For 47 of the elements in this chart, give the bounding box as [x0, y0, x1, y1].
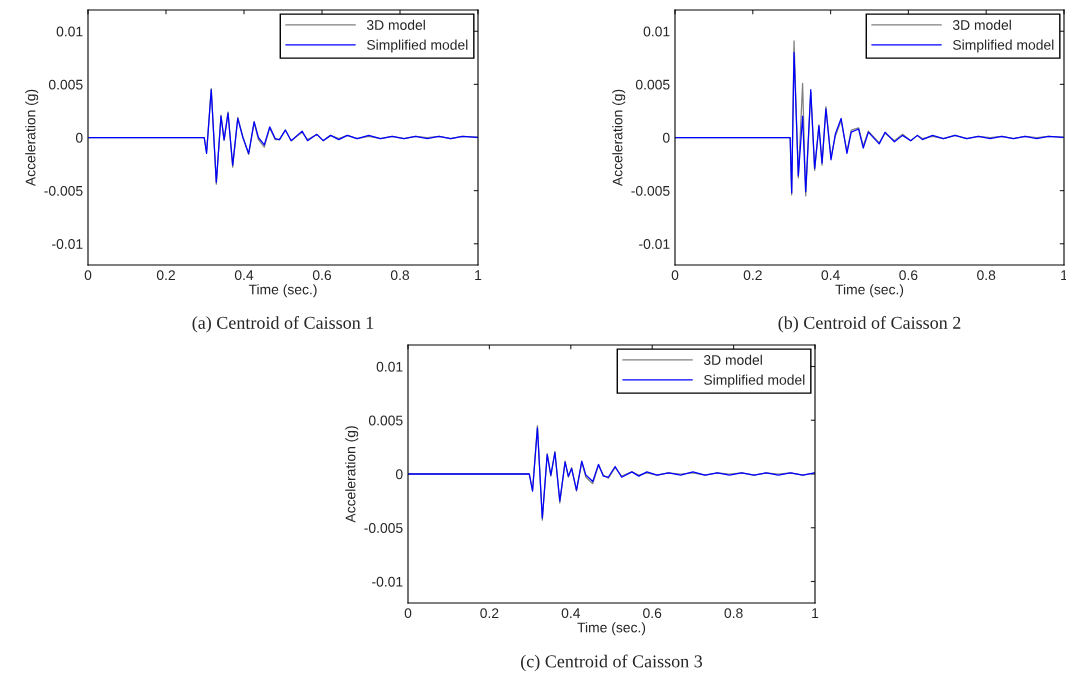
y-tick-label: 0.01 — [376, 361, 403, 372]
y-tick-label: 0.01 — [56, 26, 83, 37]
y-tick-label: -0.005 — [631, 185, 670, 196]
x-tick-label: 0.8 — [724, 608, 743, 619]
x-tick-label: 0 — [404, 608, 412, 619]
legend-label: Simplified model — [704, 374, 805, 388]
legend-label: Simplified model — [953, 39, 1054, 53]
y-tick-label: 0.005 — [635, 79, 670, 90]
x-tick-label: 0.6 — [643, 608, 662, 619]
y-tick-label: -0.005 — [364, 523, 403, 533]
y-tick-label: 0 — [662, 132, 670, 143]
y-axis-title: Acceleration (g) — [612, 89, 626, 187]
y-tick-label: -0.005 — [44, 185, 83, 196]
y-tick-label: 0.005 — [368, 415, 403, 426]
legend-label: Simplified model — [367, 39, 468, 53]
x-tick-label: 0.2 — [480, 608, 499, 619]
x-tick-label: 0.4 — [821, 270, 840, 281]
x-tick-label: 0.6 — [899, 270, 918, 281]
y-tick-label: -0.01 — [639, 239, 670, 249]
x-axis-title: Time (sec.) — [835, 284, 904, 298]
x-axis-title: Time (sec.) — [577, 622, 646, 636]
text: (b) Centroid of Caisson 2 — [778, 316, 961, 333]
x-tick-label: 0.2 — [156, 270, 175, 281]
x-tick-label: 0.8 — [977, 270, 996, 281]
legend-label: 3D model — [366, 19, 425, 30]
y-tick-label: 0 — [75, 132, 83, 143]
y-tick-label: -0.01 — [372, 576, 403, 587]
x-tick-label: 1 — [812, 608, 819, 618]
y-tick-label: 0.01 — [643, 26, 670, 37]
x-tick-label: 0.8 — [390, 270, 410, 281]
x-tick-label: 0.6 — [312, 270, 332, 281]
x-axis-title: Time (sec.) — [248, 284, 317, 298]
y-tick-label: 0.005 — [48, 79, 83, 90]
y-axis-title: Acceleration (g) — [345, 426, 359, 523]
y-axis-title: Acceleration (g) — [25, 89, 39, 187]
legend-label: 3D model — [703, 354, 762, 365]
x-tick-label: 0.4 — [234, 270, 254, 281]
y-tick-label: -0.01 — [52, 239, 83, 249]
text: (c) Centroid of Caisson 3 — [521, 654, 703, 672]
x-tick-label: 1 — [475, 270, 482, 280]
x-tick-label: 0.2 — [743, 270, 762, 281]
x-tick-label: 0.4 — [561, 608, 581, 619]
legend-label: 3D model — [952, 19, 1011, 30]
x-tick-label: 0 — [84, 270, 92, 281]
text: (a) Centroid of Caisson 1 — [192, 316, 374, 333]
y-tick-label: 0 — [395, 469, 403, 480]
x-tick-label: 0 — [671, 270, 679, 281]
